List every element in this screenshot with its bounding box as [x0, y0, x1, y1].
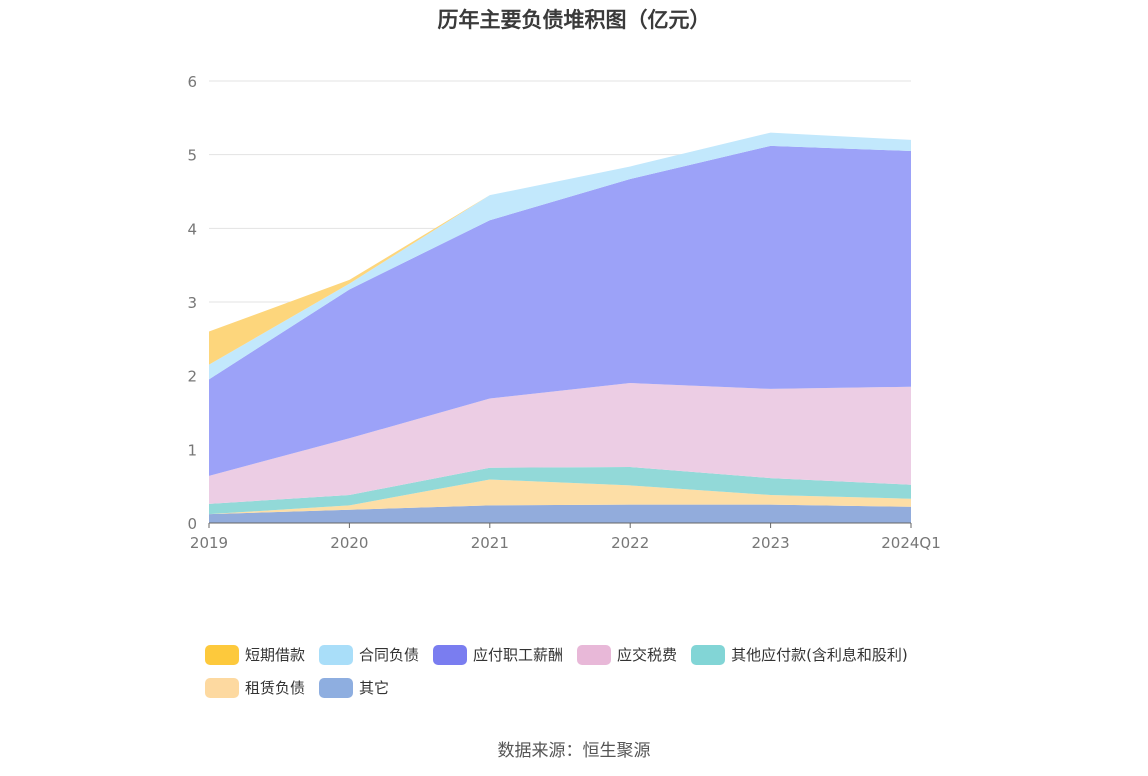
legend-label: 短期借款	[245, 646, 306, 664]
area-series-其他应付款(含利息和股利)[interactable]	[209, 467, 911, 515]
legend-item[interactable]: 租赁负债	[205, 677, 305, 698]
legend-item[interactable]: 应交税费	[577, 644, 677, 665]
x-tick-label: 2020	[330, 534, 368, 552]
y-tick-label: 1	[187, 441, 197, 459]
legend-swatch	[691, 644, 726, 665]
y-tick-label: 2	[187, 368, 197, 386]
area-series	[209, 132, 911, 523]
legend-item[interactable]: 短期借款	[205, 644, 305, 665]
legend-swatch	[433, 644, 468, 665]
legend-label: 其它	[359, 679, 390, 697]
legend-row: 租赁负债 其它	[205, 671, 965, 704]
x-tick-label: 2022	[611, 534, 649, 552]
legend-swatch	[205, 644, 239, 665]
area-series-其它[interactable]	[209, 504, 911, 523]
x-tick-label: 2019	[190, 534, 228, 552]
legend-swatch	[205, 677, 239, 698]
legend-swatch	[319, 677, 354, 698]
legend-item[interactable]: 应付职工薪酬	[433, 644, 563, 665]
x-tick-label: 2024Q1	[881, 534, 941, 552]
x-tick-label: 2023	[752, 534, 790, 552]
legend-label: 其他应付款(含利息和股利)	[731, 646, 908, 664]
chart-title: 历年主要负债堆积图（亿元）	[437, 8, 711, 32]
legend-item[interactable]: 合同负债	[319, 644, 419, 665]
area-series-应付职工薪酬[interactable]	[209, 145, 911, 476]
area-series-合同负债[interactable]	[209, 132, 911, 380]
legend-row: 短期借款 合同负债 应付职工薪酬 应交税费 其他应付款(含利息和股利)	[205, 638, 965, 671]
legend-item[interactable]: 其他应付款(含利息和股利)	[691, 644, 908, 665]
legend-label: 应交税费	[617, 646, 678, 664]
area-series-应交税费[interactable]	[209, 383, 911, 504]
y-tick-label: 6	[187, 73, 197, 91]
x-tick-label: 2021	[471, 534, 509, 552]
y-tick-label: 4	[187, 220, 197, 238]
legend-swatch	[577, 644, 612, 665]
axes: 0 1 2 3 4 5 6 2019 2020 2021 2022 2023 2024Q1	[187, 73, 940, 552]
legend-swatch	[319, 644, 354, 665]
y-tick-label: 5	[187, 147, 197, 165]
area-series-租赁负债[interactable]	[209, 479, 911, 515]
y-tick-label: 0	[187, 515, 197, 533]
legend-label: 应付职工薪酬	[473, 646, 564, 664]
legend-label: 合同负债	[359, 646, 420, 664]
legend-item[interactable]: 其它	[319, 677, 389, 698]
legend: 短期借款 合同负债 应付职工薪酬 应交税费 其他应付款(含利息和股利) 租赁负债 其它	[205, 638, 965, 704]
y-tick-label: 3	[187, 294, 197, 312]
legend-label: 租赁负债	[245, 679, 306, 697]
data-source-note: 数据来源：恒生聚源	[497, 741, 651, 761]
